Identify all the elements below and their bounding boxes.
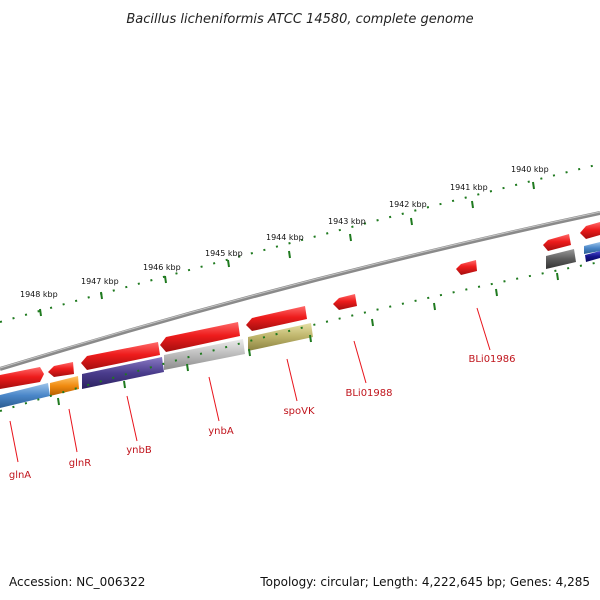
gene-label-bli01988[interactable]: BLi01988 [345,388,392,399]
gene-feature-forward[interactable] [543,234,571,251]
gene-feature-ynbB[interactable] [82,357,164,389]
gene-feature-forward[interactable] [456,260,477,275]
gene-feature-ynbA[interactable] [164,339,245,370]
inner-major-ticks [57,272,559,406]
gene-feature-glnR[interactable] [50,376,79,396]
gene-feature-forward[interactable] [580,222,600,239]
gene-feature-forward[interactable] [81,342,160,370]
gene-labels: glnA glnR ynbB ynbA spoVK BLi01988 BLi01… [9,354,516,481]
gene-feature-unnamed[interactable] [584,242,600,254]
gene-feature-forward[interactable] [246,306,307,331]
gene-feature-forward[interactable] [333,294,357,310]
gene-label-bli01986[interactable]: BLi01986 [468,354,515,365]
topology-text: Topology: circular; Length: 4,222,645 bp… [259,575,590,589]
kbp-label: 1941 kbp [450,183,488,192]
kbp-label: 1943 kbp [328,217,366,226]
accession-text: Accession: NC_006322 [9,575,145,589]
outer-major-ticks [39,181,535,317]
gene-label-leaders [9,307,491,463]
gene-feature-forward[interactable] [0,367,44,389]
gene-label-glnR[interactable]: glnR [69,458,91,469]
gene-label-ynbB[interactable]: ynbB [126,445,152,456]
kbp-scale-labels: 1948 kbp 1947 kbp 1946 kbp 1945 kbp 1944… [20,165,549,299]
forward-strand-features [0,222,600,389]
gene-feature-unnamed[interactable] [546,249,576,269]
chromosome-backbone [0,211,600,371]
map-title: Bacillus licheniformis ATCC 14580, compl… [126,12,473,27]
kbp-label: 1948 kbp [20,290,58,299]
category-features [0,242,600,408]
kbp-label: 1940 kbp [511,165,549,174]
kbp-label: 1945 kbp [205,249,243,258]
kbp-label: 1942 kbp [389,200,427,209]
kbp-label: 1946 kbp [143,263,181,272]
gene-feature-forward[interactable] [48,362,74,377]
gene-label-spoVK[interactable]: spoVK [283,406,315,417]
gene-feature-spoVK[interactable] [248,323,313,351]
gene-label-glnA[interactable]: glnA [9,470,31,481]
gene-feature-forward[interactable] [160,322,240,352]
kbp-label: 1944 kbp [266,233,304,242]
kbp-label: 1947 kbp [81,277,119,286]
gene-label-ynbA[interactable]: ynbA [208,426,234,437]
outer-tick-ring [0,163,600,323]
gene-feature-glnA[interactable] [0,383,50,408]
gene-feature-unnamed[interactable] [585,251,600,262]
